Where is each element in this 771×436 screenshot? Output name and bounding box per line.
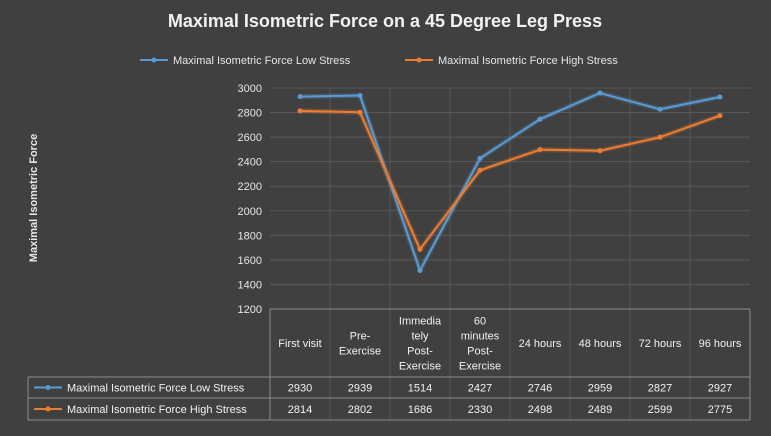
x-category-label-line: 72 hours (639, 338, 682, 350)
y-tick-label: 3000 (238, 83, 262, 95)
table-cell-value: 2775 (708, 404, 732, 416)
x-category-label-line: Post- (467, 346, 493, 358)
data-point-1-6 (657, 134, 663, 140)
x-category-label-5: 48 hours (579, 338, 622, 350)
x-category-label-6: 72 hours (639, 338, 682, 350)
table-legend-marker-0 (45, 385, 51, 390)
data-point-1-2 (417, 246, 423, 252)
y-tick-label: 2800 (238, 108, 262, 120)
x-category-label-line: minutes (461, 331, 500, 343)
y-tick-label: 1600 (238, 255, 262, 267)
x-category-label-line: 60 (474, 316, 486, 328)
x-category-label-line: Immedia (399, 316, 442, 328)
table-legend-marker-1 (45, 406, 51, 412)
y-tick-label: 2600 (238, 132, 262, 144)
x-category-label-0: First visit (278, 338, 321, 350)
x-category-label-1: Pre- Exercise (339, 331, 381, 358)
y-tick-label: 2400 (238, 157, 262, 169)
y-tick-label: 1200 (238, 304, 262, 316)
y-tick-label: 2000 (238, 206, 262, 218)
y-tick-label: 2200 (238, 181, 262, 193)
table-cell-value: 2930 (288, 383, 312, 395)
table-cell-value: 2939 (348, 383, 372, 395)
data-point-0-5 (597, 90, 603, 96)
x-category-label-line: tely (411, 331, 429, 343)
legend-marker-1 (416, 57, 422, 63)
table-cell-value: 2498 (528, 404, 552, 416)
table-series-name-1: Maximal Isometric Force High Stress (67, 404, 247, 416)
legend-marker-0 (151, 57, 157, 63)
table-cell-value: 2489 (588, 404, 612, 416)
x-category-label-line: Post- (407, 346, 433, 358)
data-point-1-3 (477, 167, 483, 173)
data-point-0-6 (657, 106, 663, 112)
x-category-label-line: Exercise (339, 346, 381, 358)
data-point-0-2 (417, 267, 423, 273)
series-line-0 (299, 92, 721, 272)
table-cell-value: 1686 (408, 404, 432, 416)
x-category-label-line: Pre- (350, 331, 371, 343)
table-cell-value: 2427 (468, 383, 492, 395)
x-category-label-4: 24 hours (519, 338, 562, 350)
table-cell-value: 2814 (288, 404, 312, 416)
x-category-label-3: 60 minutes Post- Exercise (459, 316, 501, 373)
table-cell-value: 2827 (648, 383, 672, 395)
x-category-label-2: Immedia tely Post- Exercise (399, 316, 442, 373)
data-point-1-4 (537, 147, 543, 153)
table-cell-value: 2330 (468, 404, 492, 416)
table-cell-value: 1514 (408, 383, 432, 395)
chart-title: Maximal Isometric Force on a 45 Degree L… (168, 11, 602, 31)
x-category-label-line: Exercise (459, 361, 501, 373)
y-axis-label: Maximal Isometric Force (28, 134, 40, 262)
table-cell-value: 2802 (348, 404, 372, 416)
legend-label-0: Maximal Isometric Force Low Stress (173, 55, 351, 67)
data-point-1-7 (717, 113, 723, 119)
series-line-1 (299, 109, 721, 251)
x-category-label-7: 96 hours (699, 338, 742, 350)
x-category-label-line: 48 hours (579, 338, 622, 350)
table-cell-value: 2959 (588, 383, 612, 395)
y-tick-label: 1800 (238, 230, 262, 242)
y-tick-label: 1400 (238, 279, 262, 291)
data-point-0-4 (537, 116, 543, 122)
data-point-0-7 (717, 94, 723, 100)
x-category-label-line: 96 hours (699, 338, 742, 350)
x-category-label-line: Exercise (399, 361, 441, 373)
data-point-1-1 (357, 109, 363, 115)
data-point-0-1 (357, 92, 363, 98)
data-point-1-0 (297, 108, 303, 114)
data-point-0-0 (297, 94, 303, 100)
data-point-0-3 (477, 155, 483, 161)
table-cell-value: 2599 (648, 404, 672, 416)
table-series-name-0: Maximal Isometric Force Low Stress (67, 383, 245, 395)
data-point-1-5 (597, 148, 603, 154)
legend-label-1: Maximal Isometric Force High Stress (438, 55, 618, 67)
x-category-label-line: First visit (278, 338, 321, 350)
x-category-label-line: 24 hours (519, 338, 562, 350)
table-cell-value: 2927 (708, 383, 732, 395)
table-cell-value: 2746 (528, 383, 552, 395)
